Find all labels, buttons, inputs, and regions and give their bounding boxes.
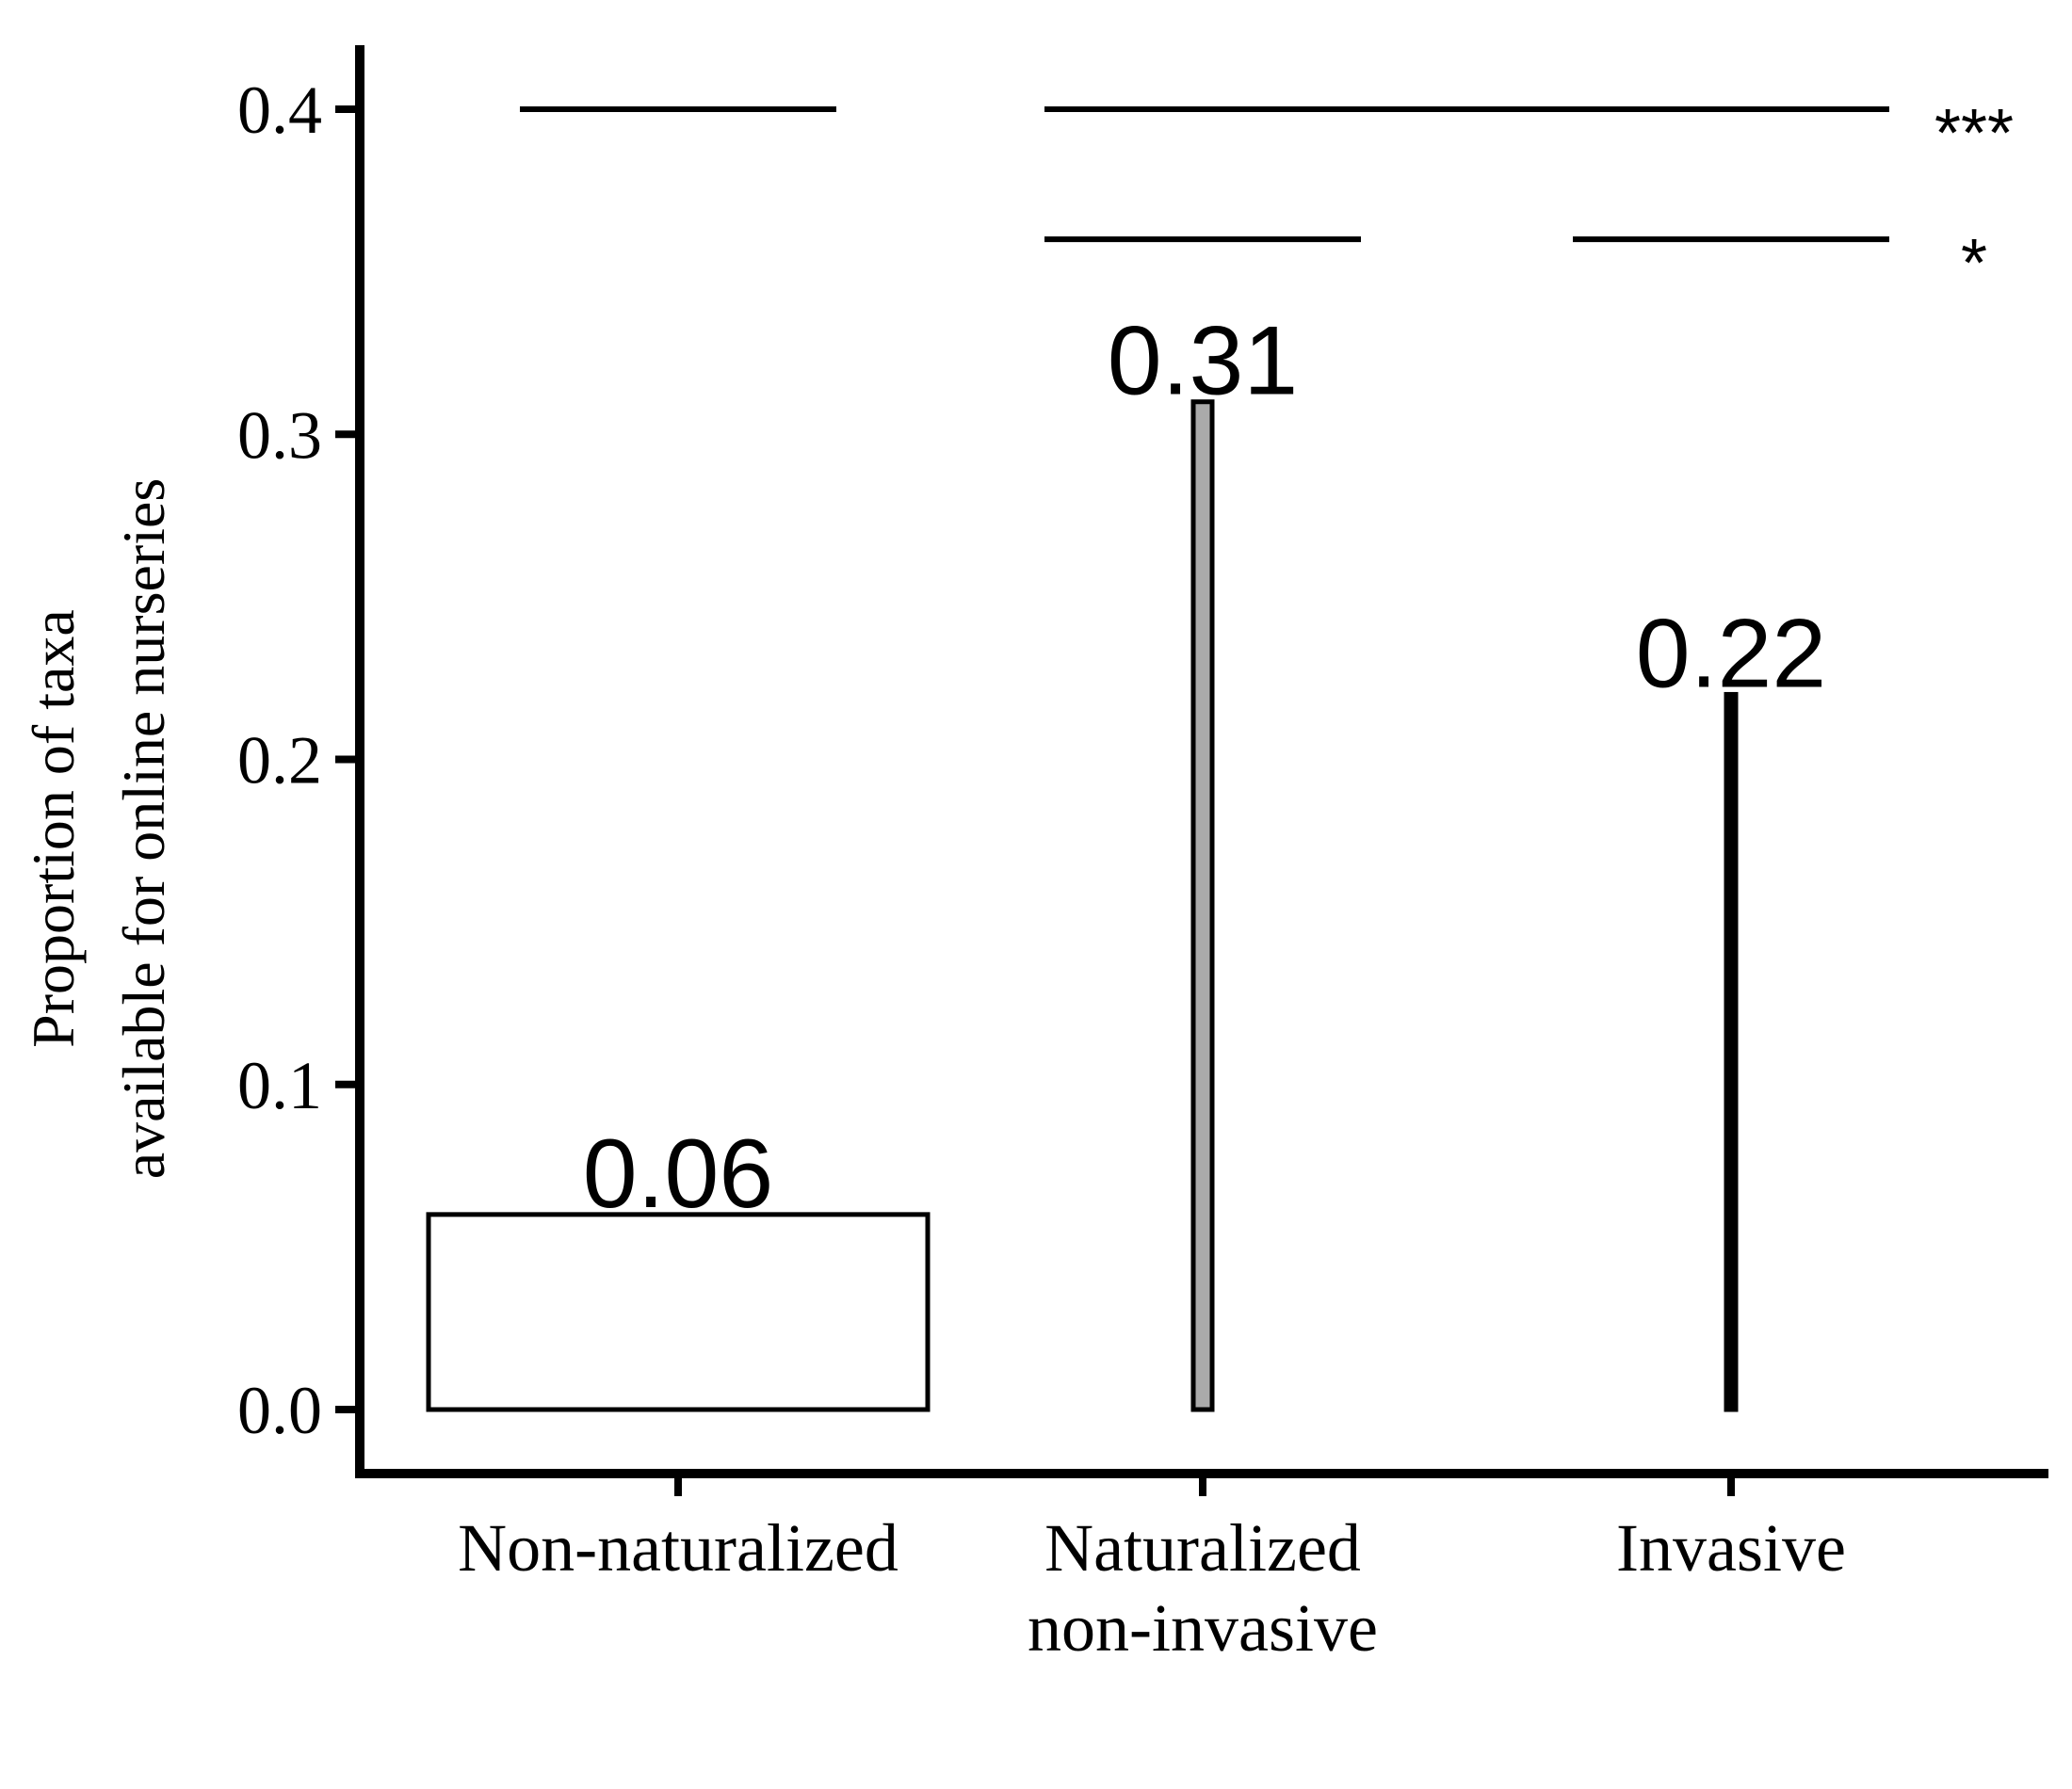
- significance-label: *: [1961, 226, 1987, 301]
- y-axis-title-line: Proportion of taxa: [20, 609, 87, 1048]
- x-tick-label: Non-naturalized: [458, 1510, 898, 1586]
- x-tick-label: non-invasive: [1028, 1590, 1378, 1666]
- value-label: 0.22: [1636, 599, 1826, 708]
- y-tick-label: 0.2: [237, 723, 322, 798]
- significance-label: ***: [1934, 96, 2014, 171]
- y-axis-title: Proportion of taxa available for online n…: [20, 478, 177, 1180]
- y-tick-label: 0.1: [237, 1048, 322, 1123]
- significance-brackets: ****: [520, 96, 2014, 301]
- bar: [1724, 691, 1739, 1412]
- y-tick-label: 0.3: [237, 397, 322, 473]
- value-labels: 0.06 0.31 0.22: [583, 307, 1826, 1229]
- y-axis-ticks: 0.0 0.1 0.2 0.3 0.4: [237, 73, 360, 1448]
- bars: [426, 399, 1739, 1412]
- bar: [1190, 399, 1215, 1412]
- value-label: 0.31: [1108, 307, 1298, 416]
- value-label: 0.06: [583, 1120, 773, 1229]
- x-tick-label: Naturalized: [1044, 1510, 1361, 1586]
- x-tick-label: Invasive: [1616, 1510, 1846, 1586]
- bar: [426, 1212, 931, 1412]
- y-axis-title-line: available for online nurseries: [110, 478, 177, 1180]
- y-tick-label: 0.4: [237, 73, 322, 148]
- y-tick-label: 0.0: [237, 1373, 322, 1448]
